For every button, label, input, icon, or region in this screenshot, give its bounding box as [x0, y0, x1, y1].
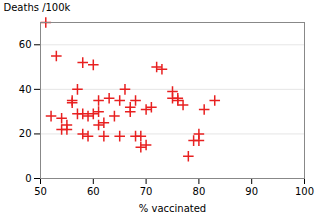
- svg-text:80: 80: [193, 186, 206, 197]
- svg-text:60: 60: [19, 39, 32, 50]
- svg-text:90: 90: [245, 186, 258, 197]
- svg-text:Deaths /100k: Deaths /100k: [4, 2, 71, 13]
- svg-text:20: 20: [19, 128, 32, 139]
- svg-text:0: 0: [25, 173, 31, 184]
- svg-text:40: 40: [19, 84, 32, 95]
- svg-text:% vaccinated: % vaccinated: [139, 203, 206, 214]
- svg-text:70: 70: [140, 186, 153, 197]
- svg-text:50: 50: [34, 186, 47, 197]
- svg-text:100: 100: [295, 186, 314, 197]
- svg-text:60: 60: [87, 186, 100, 197]
